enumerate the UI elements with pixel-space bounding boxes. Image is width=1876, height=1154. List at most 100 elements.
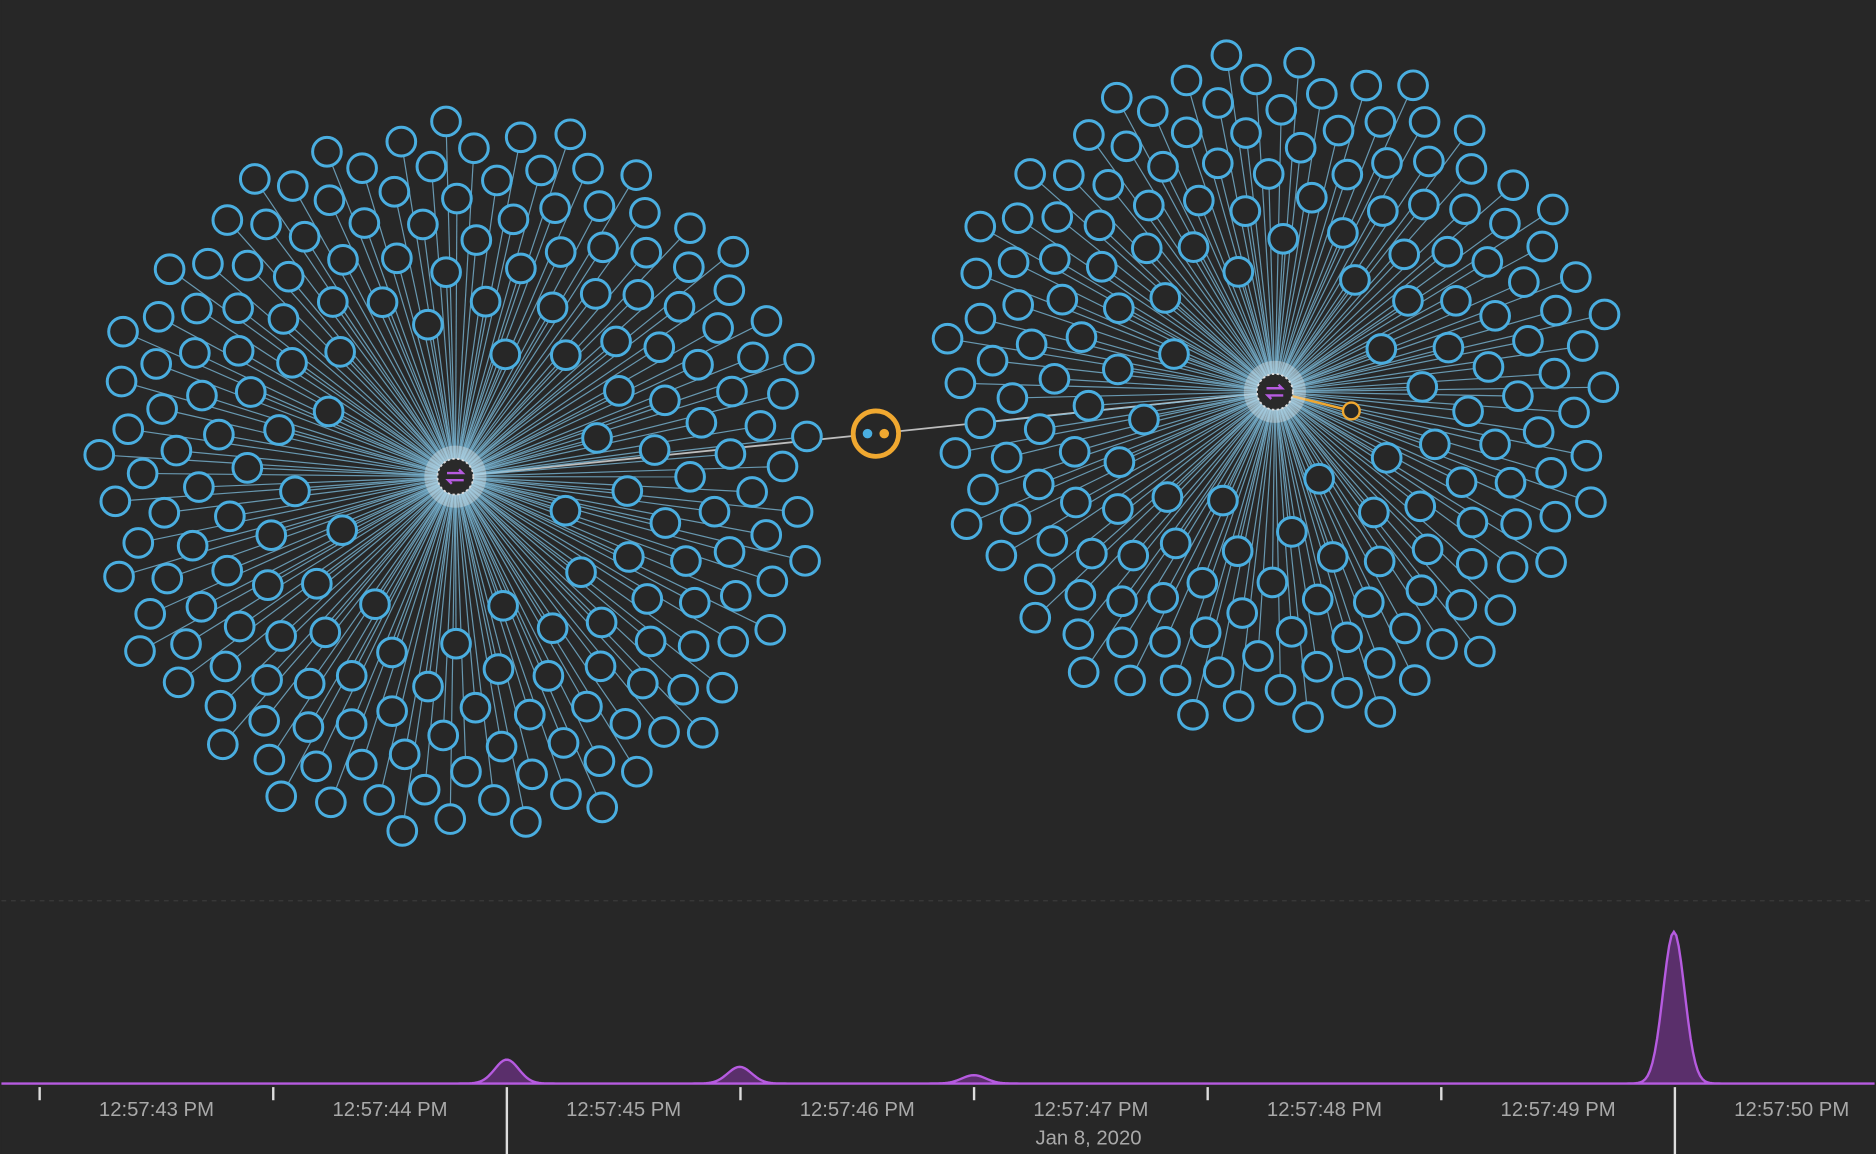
- node[interactable]: [1265, 93, 1298, 126]
- node[interactable]: [1073, 119, 1105, 151]
- node[interactable]: [1303, 462, 1335, 495]
- node[interactable]: [789, 545, 821, 577]
- node[interactable]: [1453, 114, 1486, 147]
- node[interactable]: [547, 727, 580, 759]
- node[interactable]: [1052, 159, 1085, 192]
- node[interactable]: [348, 207, 381, 239]
- node[interactable]: [960, 257, 993, 290]
- node[interactable]: [1252, 158, 1285, 190]
- node[interactable]: [791, 420, 823, 453]
- node[interactable]: [324, 336, 356, 368]
- node[interactable]: [682, 348, 714, 381]
- node[interactable]: [1526, 230, 1559, 263]
- node[interactable]: [1559, 261, 1592, 293]
- node[interactable]: [996, 382, 1029, 414]
- node[interactable]: [176, 529, 209, 562]
- node[interactable]: [327, 244, 359, 276]
- node[interactable]: [223, 610, 256, 643]
- node[interactable]: [148, 496, 181, 529]
- node[interactable]: [713, 536, 746, 568]
- node[interactable]: [385, 125, 418, 158]
- node[interactable]: [250, 208, 282, 241]
- node[interactable]: [1221, 535, 1254, 568]
- node[interactable]: [412, 670, 444, 703]
- node[interactable]: [670, 545, 702, 577]
- node[interactable]: [1364, 106, 1397, 138]
- node[interactable]: [267, 303, 300, 335]
- node[interactable]: [713, 274, 746, 307]
- node[interactable]: [1076, 537, 1108, 570]
- node[interactable]: [513, 698, 546, 731]
- node[interactable]: [1106, 626, 1138, 659]
- node[interactable]: [620, 159, 653, 191]
- node[interactable]: [265, 620, 297, 652]
- node[interactable]: [931, 322, 964, 355]
- node[interactable]: [1062, 618, 1095, 651]
- node[interactable]: [554, 118, 587, 151]
- node[interactable]: [1182, 184, 1215, 217]
- node[interactable]: [1114, 664, 1146, 697]
- node[interactable]: [630, 236, 663, 269]
- node[interactable]: [1177, 698, 1209, 731]
- node[interactable]: [1404, 490, 1437, 523]
- node[interactable]: [112, 413, 145, 446]
- node[interactable]: [976, 344, 1009, 377]
- node[interactable]: [376, 636, 408, 669]
- node[interactable]: [1110, 130, 1143, 163]
- node[interactable]: [99, 485, 132, 518]
- node[interactable]: [663, 290, 696, 323]
- node[interactable]: [539, 192, 571, 225]
- node[interactable]: [1102, 353, 1134, 386]
- node[interactable]: [1267, 222, 1300, 255]
- node[interactable]: [1440, 284, 1472, 317]
- node[interactable]: [263, 414, 295, 446]
- node[interactable]: [222, 292, 254, 325]
- node[interactable]: [716, 375, 748, 408]
- node[interactable]: [706, 671, 739, 704]
- node[interactable]: [253, 743, 286, 776]
- node[interactable]: [312, 395, 345, 428]
- node[interactable]: [678, 586, 711, 619]
- node[interactable]: [967, 473, 999, 506]
- node[interactable]: [1117, 539, 1150, 572]
- node[interactable]: [1413, 145, 1445, 178]
- node[interactable]: [105, 365, 138, 398]
- node[interactable]: [1408, 188, 1440, 221]
- node[interactable]: [719, 579, 752, 612]
- node[interactable]: [1103, 446, 1136, 478]
- node[interactable]: [459, 691, 492, 724]
- node[interactable]: [629, 197, 661, 229]
- node[interactable]: [1497, 169, 1530, 202]
- node[interactable]: [482, 653, 515, 685]
- node[interactable]: [1014, 158, 1046, 190]
- node[interactable]: [634, 625, 667, 658]
- node[interactable]: [489, 338, 522, 371]
- node[interactable]: [766, 450, 799, 483]
- node[interactable]: [481, 164, 513, 197]
- node[interactable]: [1159, 527, 1192, 560]
- node[interactable]: [412, 308, 444, 341]
- node[interactable]: [185, 590, 218, 623]
- node[interactable]: [939, 437, 972, 469]
- node[interactable]: [1350, 69, 1383, 102]
- node[interactable]: [1331, 621, 1363, 654]
- node[interactable]: [140, 348, 173, 380]
- node[interactable]: [124, 635, 156, 667]
- node[interactable]: [990, 441, 1023, 474]
- node[interactable]: [485, 730, 518, 763]
- node[interactable]: [1230, 117, 1262, 149]
- node[interactable]: [717, 625, 750, 658]
- node[interactable]: [1058, 435, 1091, 468]
- node[interactable]: [584, 650, 617, 683]
- node[interactable]: [345, 748, 378, 781]
- node[interactable]: [622, 279, 655, 311]
- node[interactable]: [611, 475, 644, 507]
- node[interactable]: [1479, 428, 1511, 461]
- node[interactable]: [1408, 106, 1441, 138]
- node[interactable]: [107, 315, 139, 348]
- node[interactable]: [292, 711, 325, 743]
- node[interactable]: [251, 664, 283, 696]
- node[interactable]: [183, 471, 215, 503]
- node[interactable]: [153, 253, 186, 286]
- node[interactable]: [626, 667, 659, 700]
